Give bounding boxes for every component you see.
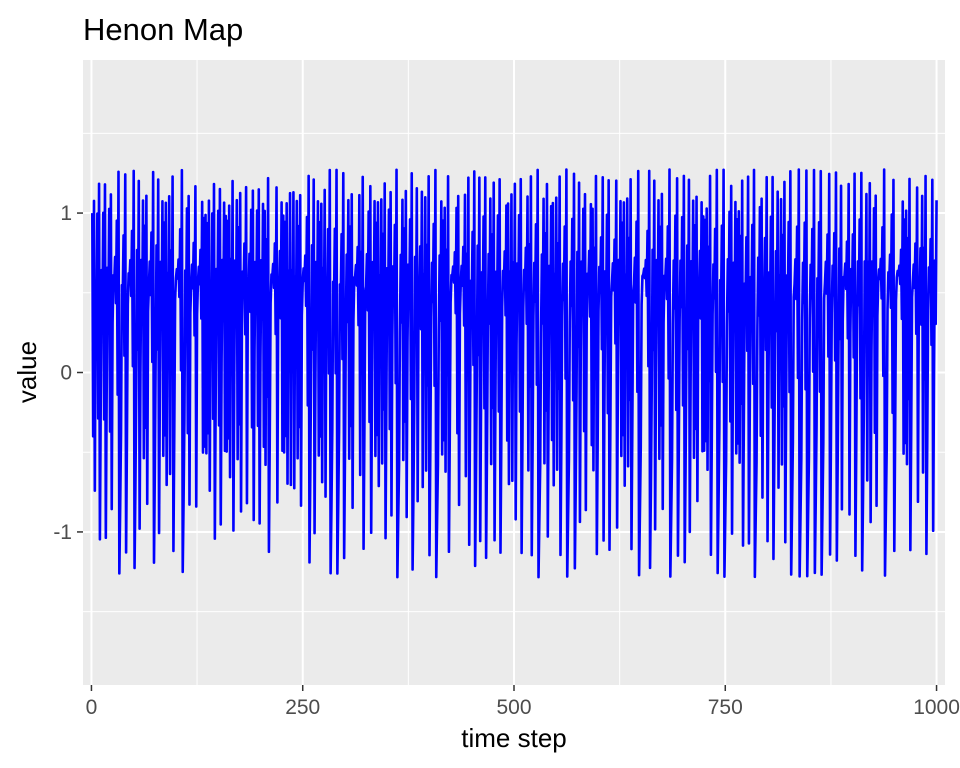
x-tick-label: 750 — [708, 696, 743, 719]
x-tick-label: 1000 — [913, 696, 960, 719]
x-tick-label: 250 — [285, 696, 320, 719]
y-tick-label: 0 — [60, 362, 72, 385]
henon-series-line — [91, 168, 938, 579]
y-axis: -1 0 1 — [53, 202, 83, 544]
y-axis-title: value — [12, 341, 42, 403]
chart-title: Henon Map — [83, 12, 243, 47]
x-tick-label: 500 — [496, 696, 531, 719]
y-tick-label: 1 — [60, 202, 72, 225]
y-tick-label: -1 — [53, 521, 72, 544]
x-tick-label: 0 — [86, 696, 98, 719]
x-axis-title: time step — [461, 723, 567, 753]
series-layer — [91, 168, 938, 579]
x-axis: 0 250 500 750 1000 — [86, 685, 960, 719]
